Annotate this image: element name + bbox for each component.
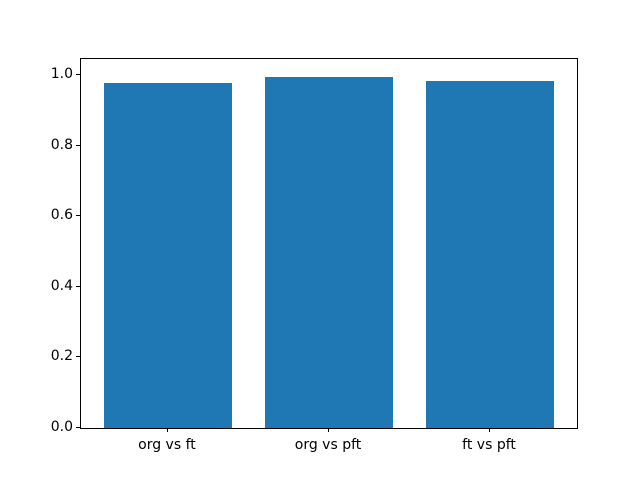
plot-area xyxy=(80,58,578,429)
bar-ft-vs-pft xyxy=(425,80,555,428)
y-tick-mark xyxy=(76,356,80,358)
y-tick-label: 0.2 xyxy=(50,348,73,365)
y-tick-mark xyxy=(76,144,80,146)
x-tick-mark xyxy=(166,428,168,432)
y-tick-mark xyxy=(76,215,80,217)
y-tick-label: 1.0 xyxy=(50,65,73,82)
y-tick-label: 0.4 xyxy=(50,277,73,294)
y-tick-mark xyxy=(76,427,80,428)
y-tick-mark xyxy=(76,285,80,287)
y-tick-label: 0.0 xyxy=(50,419,73,435)
x-tick-mark xyxy=(489,428,491,432)
x-tick-label: org vs pft xyxy=(294,437,362,453)
x-tick-label: ft vs pft xyxy=(462,437,516,453)
y-tick-mark xyxy=(76,73,80,75)
x-tick-label: org vs ft xyxy=(138,437,196,453)
bar-org-vs-pft xyxy=(264,76,394,428)
bar-org-vs-ft xyxy=(103,83,233,428)
y-tick-label: 0.6 xyxy=(50,207,73,224)
y-tick-label: 0.8 xyxy=(50,136,73,153)
x-tick-mark xyxy=(328,428,329,432)
